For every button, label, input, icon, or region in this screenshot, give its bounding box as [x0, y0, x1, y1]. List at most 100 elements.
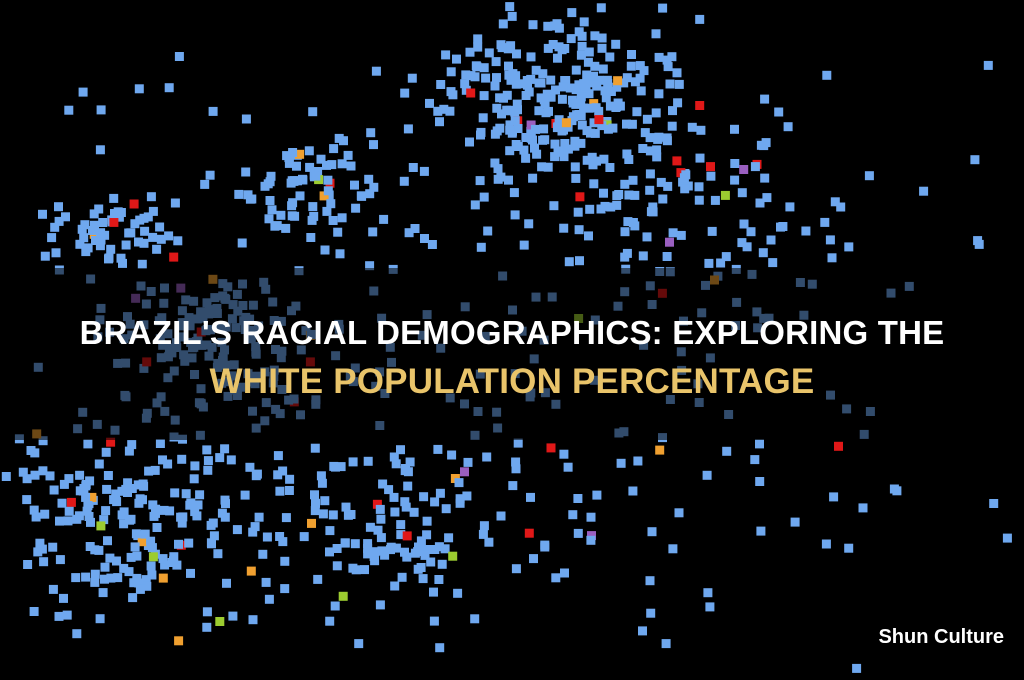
- dot: [702, 470, 712, 480]
- dot: [526, 52, 536, 62]
- dot: [203, 456, 213, 466]
- dot: [654, 52, 664, 62]
- dot: [308, 202, 318, 212]
- dot: [755, 439, 764, 449]
- dot: [446, 67, 456, 77]
- brand: Shun Culture: [878, 626, 1004, 648]
- dot: [165, 506, 175, 516]
- dot: [785, 202, 795, 212]
- dot: [333, 227, 343, 237]
- dot: [54, 202, 63, 212]
- dot: [635, 73, 645, 83]
- dot: [537, 162, 547, 172]
- dot: [266, 171, 276, 181]
- dot: [81, 572, 91, 582]
- dot: [509, 188, 519, 198]
- dot: [278, 466, 288, 476]
- dot: [616, 458, 626, 468]
- dot: [144, 466, 154, 476]
- dot: [47, 233, 57, 243]
- dot: [287, 176, 297, 186]
- dot: [584, 231, 593, 241]
- dot: [98, 588, 108, 598]
- dot: [642, 114, 652, 124]
- dot: [695, 14, 705, 24]
- dot: [414, 542, 423, 552]
- dot: [661, 639, 671, 649]
- dot: [478, 113, 488, 123]
- dot: [822, 70, 832, 80]
- dot: [737, 238, 747, 248]
- dot: [241, 167, 251, 177]
- dot: [94, 459, 104, 469]
- dot: [234, 189, 244, 199]
- dot: [658, 194, 668, 204]
- dot: [536, 78, 546, 88]
- dot: [112, 556, 121, 566]
- dot: [548, 40, 558, 49]
- dot: [90, 220, 99, 230]
- dot: [574, 80, 584, 90]
- dot: [628, 218, 638, 227]
- dot: [721, 252, 731, 262]
- dot: [668, 106, 677, 116]
- dot: [512, 99, 522, 109]
- dot: [519, 240, 529, 250]
- dot: [85, 476, 95, 486]
- text-band: [0, 268, 1024, 440]
- dot: [119, 507, 129, 517]
- dot: [679, 173, 689, 183]
- dot: [484, 537, 494, 547]
- dot: [546, 92, 556, 102]
- dot: [511, 464, 521, 474]
- dot: [550, 152, 560, 162]
- dot: [573, 207, 583, 217]
- dot: [190, 507, 200, 517]
- dot: [466, 71, 476, 81]
- dot: [589, 179, 599, 189]
- title-line-1: BRAZIL'S RACIAL DEMOGRAPHICS: EXPLORING …: [79, 314, 945, 351]
- dot: [577, 120, 587, 130]
- dot: [575, 192, 585, 202]
- dot: [237, 238, 247, 248]
- dot: [208, 106, 218, 116]
- dot: [124, 567, 134, 577]
- dot: [573, 528, 583, 538]
- dot: [505, 2, 515, 12]
- dot: [586, 535, 596, 545]
- dot: [262, 532, 272, 542]
- dot: [1, 472, 11, 481]
- dot: [919, 186, 929, 196]
- dot: [668, 228, 678, 238]
- dot: [304, 146, 314, 156]
- dot: [207, 539, 216, 549]
- dot: [568, 112, 578, 122]
- dot: [275, 532, 285, 541]
- dot: [422, 530, 432, 540]
- dot: [354, 639, 364, 649]
- dot: [603, 124, 613, 134]
- dot: [326, 199, 336, 209]
- dot: [632, 107, 642, 117]
- dot: [316, 154, 326, 164]
- dot: [506, 41, 516, 51]
- dot: [95, 145, 105, 155]
- dot: [320, 496, 330, 506]
- dot: [276, 210, 286, 220]
- dot: [587, 531, 596, 541]
- dot: [470, 200, 480, 210]
- dot: [737, 188, 747, 198]
- dot: [373, 525, 383, 535]
- dot: [91, 236, 100, 245]
- dot: [30, 470, 40, 480]
- dot: [228, 611, 238, 621]
- dot: [38, 436, 48, 446]
- dot: [652, 152, 662, 162]
- dot: [529, 554, 538, 564]
- dot: [497, 109, 506, 119]
- dot: [755, 198, 765, 208]
- dot: [134, 498, 144, 508]
- dot: [566, 34, 576, 44]
- dot: [492, 103, 502, 113]
- dot: [502, 105, 512, 115]
